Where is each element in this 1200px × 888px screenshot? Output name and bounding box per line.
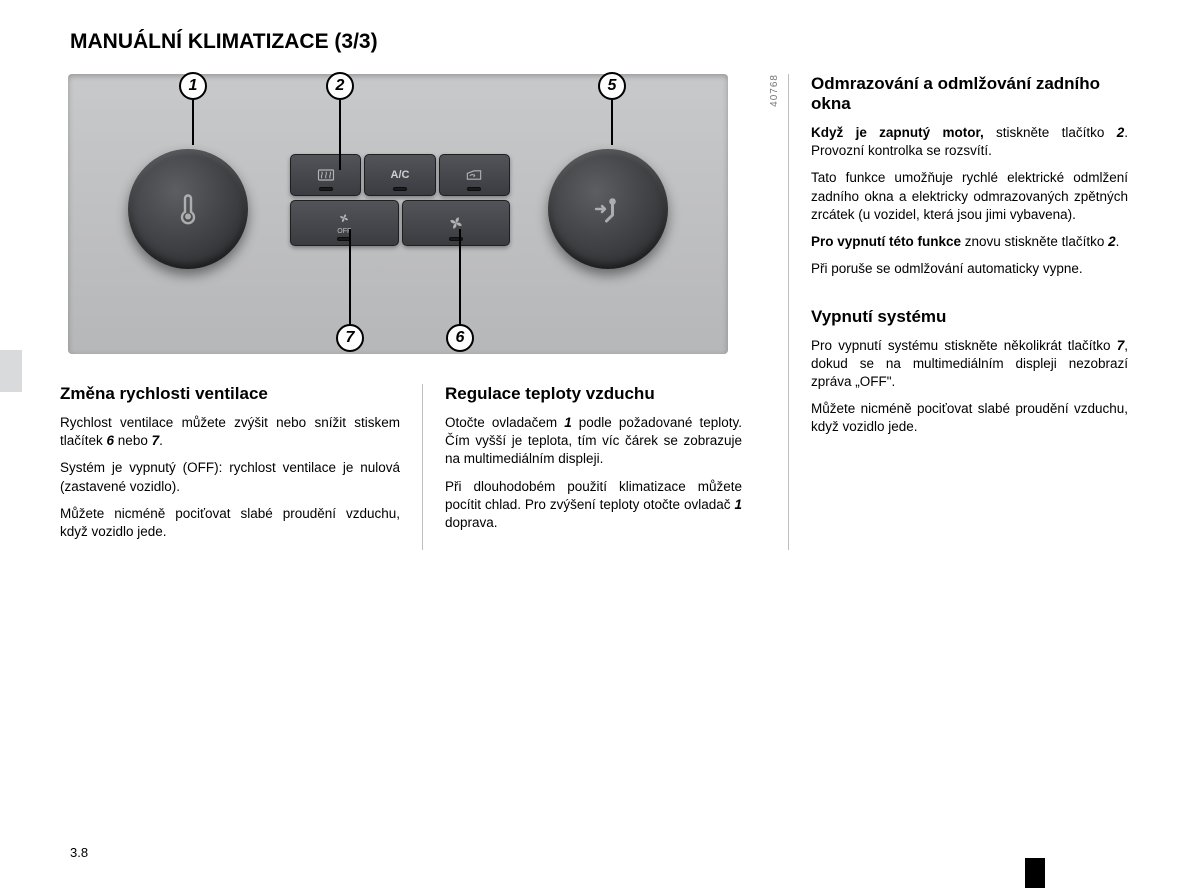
ac-label: A/C xyxy=(391,169,410,181)
distribution-knob xyxy=(548,149,668,269)
recirculation-button xyxy=(439,154,510,196)
page-tab xyxy=(0,350,22,392)
body-text: Tato funkce umožňuje rychlé elektrické o… xyxy=(811,169,1128,224)
callout-bubble: 5 xyxy=(598,72,626,100)
thermometer-icon xyxy=(170,191,206,227)
callout-bubble: 2 xyxy=(326,72,354,100)
body-text: Pro vypnutí systému stiskněte několikrát… xyxy=(811,337,1128,392)
column-left: Změna rychlosti ventilace Rychlost venti… xyxy=(60,384,400,550)
photo-code: 40768 xyxy=(769,74,780,107)
body-text: Když je zapnutý motor, stiskněte tlačítk… xyxy=(811,124,1128,160)
body-text: Otočte ovladačem 1 podle požadované tepl… xyxy=(445,414,742,469)
body-text: Pro vypnutí této funkce znovu stiskněte … xyxy=(811,233,1128,251)
callout-1: 1 xyxy=(179,72,207,145)
section-heading: Změna rychlosti ventilace xyxy=(60,384,400,404)
climate-control-figure: A/C xyxy=(68,74,728,354)
body-text: Systém je vypnutý (OFF): rychlost ventil… xyxy=(60,459,400,495)
column-right: Odmrazování a odmlžování zadního okna Kd… xyxy=(788,74,1128,550)
body-text: Rychlost ventilace můžete zvýšit nebo sn… xyxy=(60,414,400,450)
callout-7: 7 xyxy=(336,229,364,352)
callout-5: 5 xyxy=(598,72,626,145)
body-text: Při dlouhodobém použití klimatizace může… xyxy=(445,478,742,533)
callout-bubble: 1 xyxy=(179,72,207,100)
ac-button: A/C xyxy=(364,154,435,196)
callout-2: 2 xyxy=(326,72,354,170)
section-heading: Odmrazování a odmlžování zadního okna xyxy=(811,74,1128,114)
body-text: Při poruše se odmlžování automaticky vyp… xyxy=(811,260,1128,278)
callout-bubble: 7 xyxy=(336,324,364,352)
fan-small-icon xyxy=(334,211,354,227)
figure-wrap: 40768 xyxy=(60,74,766,354)
airflow-person-icon xyxy=(590,191,626,227)
column-middle: Regulace teploty vzduchu Otočte ovladače… xyxy=(422,384,742,550)
callout-6: 6 xyxy=(446,229,474,352)
recirculation-icon xyxy=(464,167,484,183)
section-heading: Regulace teploty vzduchu xyxy=(445,384,742,404)
body-text: Můžete nicméně pociťovat slabé proudění … xyxy=(811,400,1128,436)
page-number: 3.8 xyxy=(70,845,88,860)
edge-marker xyxy=(1025,858,1045,888)
page-title: MANUÁLNÍ KLIMATIZACE (3/3) xyxy=(70,30,1140,54)
body-text: Můžete nicméně pociťovat slabé proudění … xyxy=(60,505,400,541)
content-columns: 40768 xyxy=(60,74,1140,550)
button-cluster: A/C xyxy=(290,154,510,250)
temperature-knob xyxy=(128,149,248,269)
section-heading: Vypnutí systému xyxy=(811,307,1128,327)
callout-bubble: 6 xyxy=(446,324,474,352)
